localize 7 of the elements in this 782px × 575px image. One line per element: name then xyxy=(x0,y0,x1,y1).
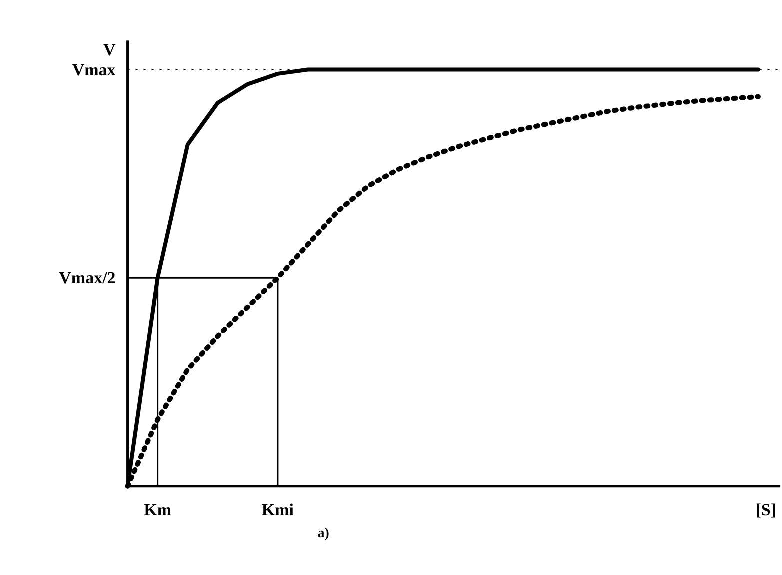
x-tick-label: Kmi xyxy=(262,500,294,520)
x-tick-label: Km xyxy=(144,500,172,520)
ref-line-label: Vmax xyxy=(72,60,116,80)
ref-line-label: Vmax/2 xyxy=(59,268,116,288)
x-axis-title: [S] xyxy=(756,500,777,520)
y-axis-title: V xyxy=(104,40,117,60)
text: a) xyxy=(318,526,330,542)
